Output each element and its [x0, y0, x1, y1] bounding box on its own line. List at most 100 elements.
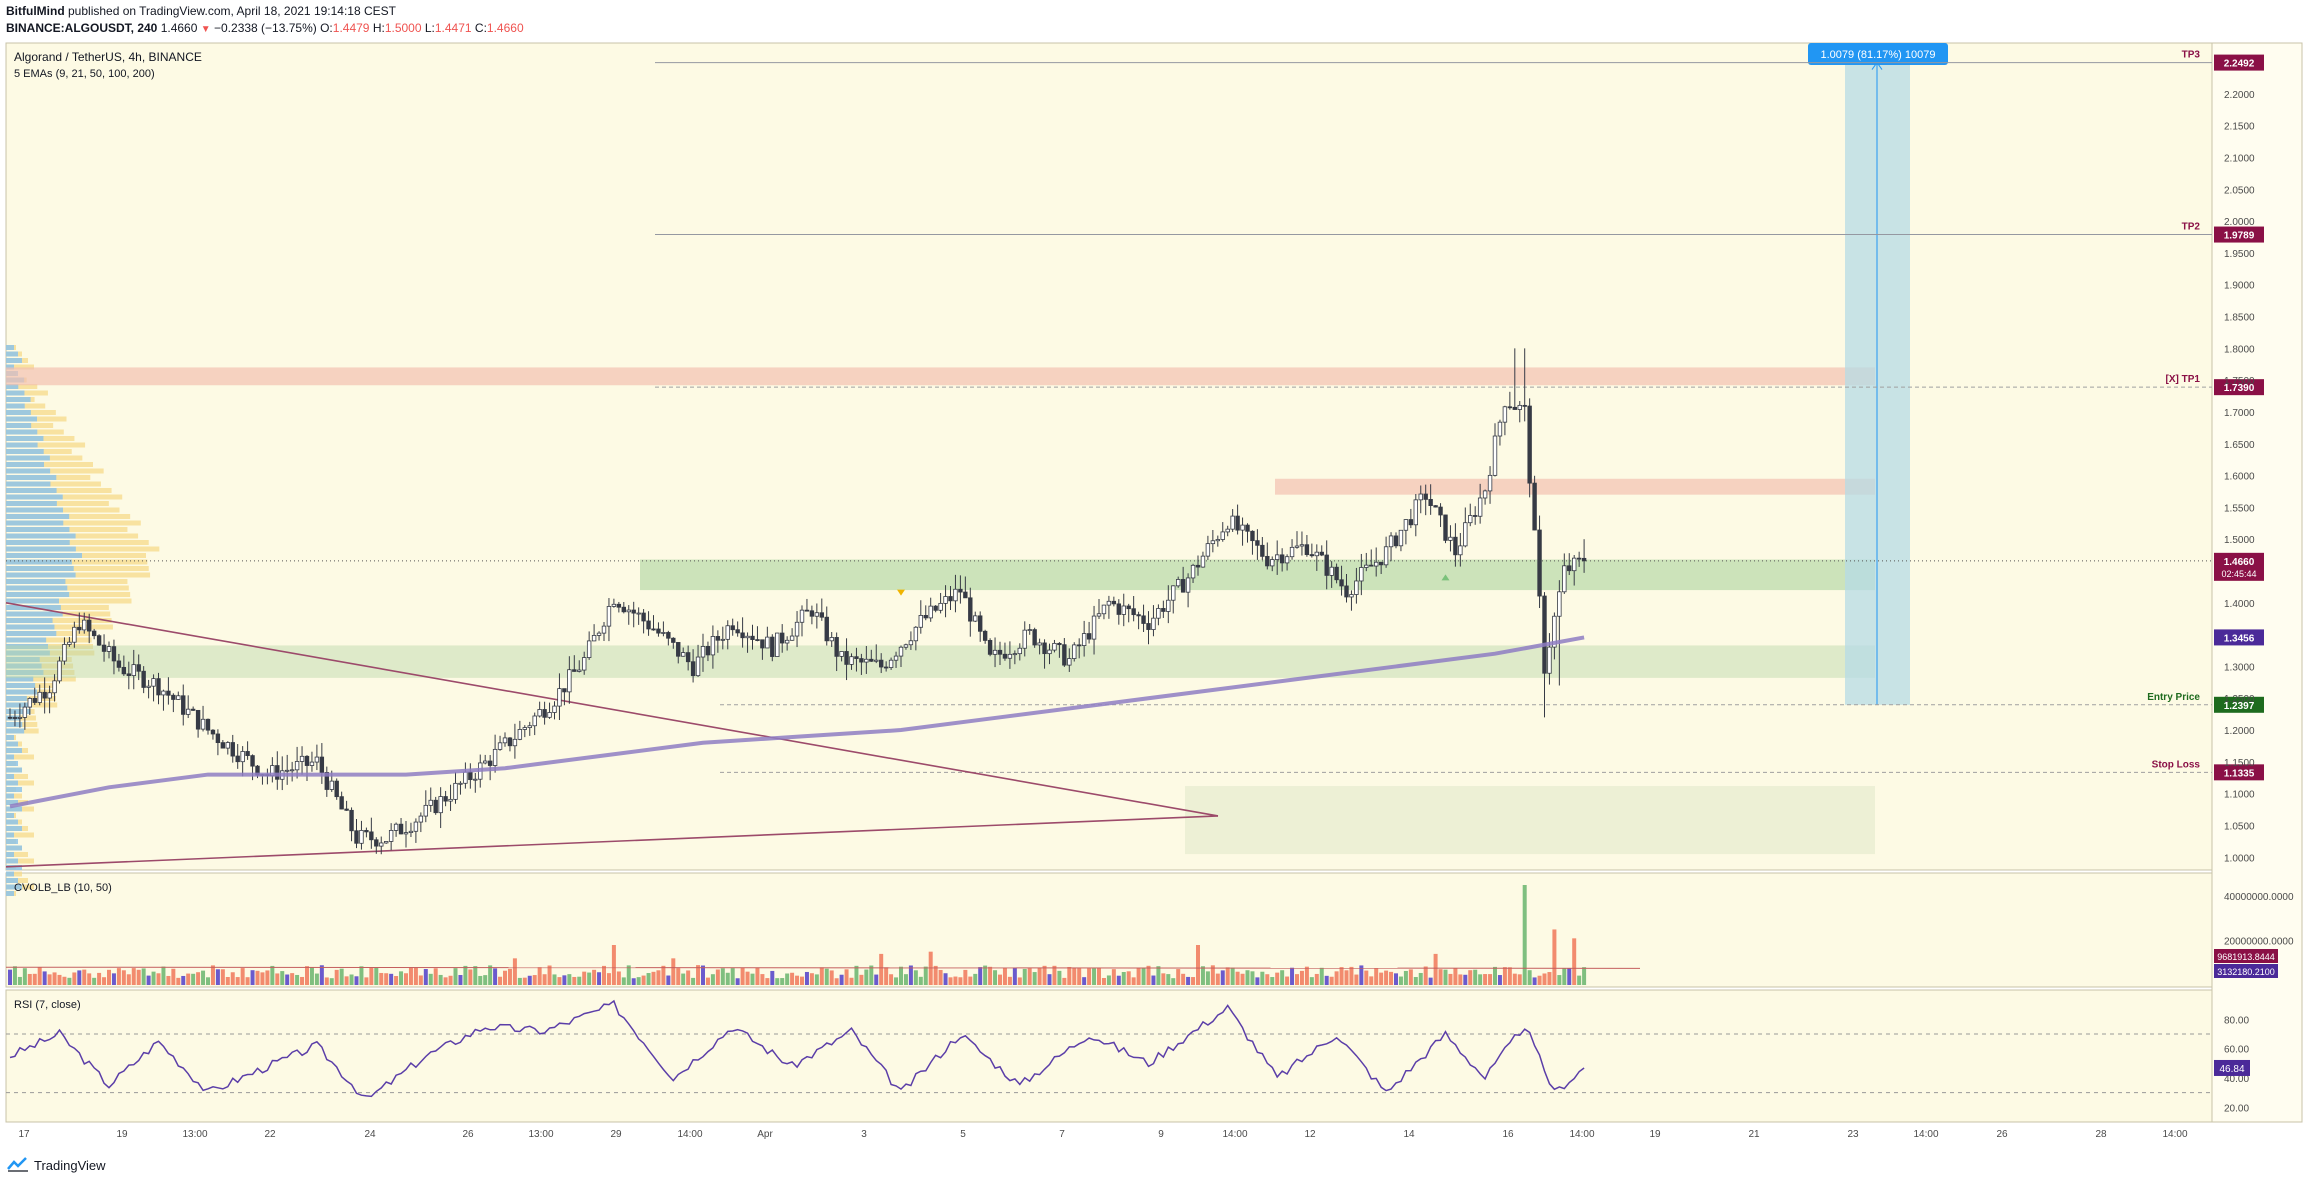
candle-body: [1507, 406, 1513, 409]
publish-info: published on TradingView.com, April 18, …: [68, 4, 396, 18]
volume-bar: [399, 971, 404, 985]
volume-bar: [275, 973, 280, 985]
volume-bar: [349, 974, 354, 985]
time-axis-tick: 26: [1996, 1129, 2008, 1140]
volume-bar: [1012, 967, 1017, 985]
footer-brand[interactable]: TradingView: [34, 1158, 106, 1173]
candle-body: [87, 619, 92, 632]
candle-body: [121, 666, 127, 675]
volume-profile-bar: [6, 813, 14, 818]
candle-body: [646, 620, 651, 630]
zone-resistance: [6, 367, 1875, 386]
volume-bar: [151, 971, 156, 985]
volume-bar: [42, 971, 47, 985]
volume-bar: [864, 969, 869, 985]
volume-bar: [478, 975, 483, 985]
candle-body: [319, 756, 325, 773]
candle-body: [829, 637, 834, 642]
volume-bar: [235, 977, 240, 985]
volume-bar: [1443, 969, 1448, 985]
candle-body: [1359, 567, 1364, 582]
candle-body: [1161, 608, 1166, 612]
price-axis-tick: 2.0000: [2224, 217, 2255, 228]
volume-profile-bar: [6, 858, 18, 864]
volume-profile-bar: [6, 832, 34, 838]
candle-body: [814, 612, 820, 617]
volume-bar: [245, 977, 250, 985]
candle-body: [1576, 557, 1582, 560]
volume-bar: [1527, 970, 1532, 985]
volume-bar: [1037, 967, 1042, 985]
candle-body: [1195, 564, 1201, 568]
candle-body: [1067, 658, 1072, 666]
volume-bar: [1314, 973, 1319, 985]
volume-profile-bar: [6, 579, 66, 584]
candle-body: [1126, 605, 1131, 610]
volume-profile-bar: [6, 754, 14, 760]
volume-bar: [958, 977, 963, 985]
candle-body: [557, 688, 562, 707]
price-axis-tick: 1.8000: [2224, 344, 2255, 355]
volume-bar: [1438, 969, 1443, 985]
volume-bar: [250, 970, 255, 985]
candle-body: [780, 632, 785, 644]
volume-bar: [1423, 966, 1428, 985]
candle-body: [497, 742, 503, 750]
close-value: 1.4660: [486, 21, 524, 35]
candle-body: [933, 605, 938, 611]
tradingview-logo-icon[interactable]: [6, 1156, 30, 1172]
volume-profile-bar: [6, 761, 18, 766]
target-label: 1.0079 (81.17%) 10079: [1821, 49, 1936, 61]
volume-bar: [1374, 968, 1379, 985]
candle-body: [1299, 544, 1305, 547]
volume-profile-bar: [6, 611, 63, 617]
volume-bar: [819, 967, 824, 985]
candle-body: [1423, 493, 1428, 500]
volume-profile-bar: [6, 650, 50, 656]
volume-bar: [1488, 974, 1493, 985]
candle-body: [804, 609, 810, 612]
candle-body: [1176, 579, 1181, 587]
volume-bar: [1250, 971, 1255, 985]
candle-body: [1319, 551, 1324, 556]
volume-bar: [1522, 885, 1527, 985]
volume-profile-bar: [6, 397, 31, 402]
candle-body: [166, 690, 171, 696]
author-name[interactable]: BitfulMind: [6, 4, 65, 18]
candle-body: [27, 698, 32, 708]
time-axis-tick: 14:00: [1913, 1129, 1938, 1140]
candle-body: [334, 780, 339, 798]
candle-body: [1200, 555, 1206, 568]
time-axis-tick: 23: [1847, 1129, 1859, 1140]
candle-body: [760, 639, 765, 649]
candle-body: [1057, 642, 1062, 646]
volume-bar: [592, 969, 597, 985]
volume-profile-bar: [6, 592, 70, 597]
volume-bar: [1319, 967, 1324, 985]
volume-bar: [621, 977, 626, 985]
chart-canvas[interactable]: 1.0079 (81.17%) 10079 TP3 2.2492 TP2 1.9789 […: [0, 40, 2308, 1148]
candle-body: [586, 640, 592, 658]
candle-body: [1364, 564, 1369, 568]
volume-bar: [750, 973, 755, 985]
volume-bar: [1260, 971, 1265, 985]
volume-bar: [993, 970, 998, 985]
volume-profile-bar: [6, 637, 47, 643]
volume-profile-bar: [6, 631, 57, 636]
volume-profile-bar: [6, 514, 70, 519]
volume-bar: [230, 972, 235, 985]
volume-profile-bar: [6, 468, 104, 474]
volume-bar: [735, 978, 740, 985]
candle-body: [161, 690, 166, 696]
volume-profile-bar: [6, 852, 14, 857]
candle-body: [789, 635, 795, 641]
volume-bar: [795, 975, 800, 985]
volume-profile-bar: [6, 566, 149, 571]
candle-body: [398, 823, 404, 835]
candle-body: [304, 755, 310, 766]
volume-bar: [334, 969, 339, 985]
volume-bar: [314, 973, 319, 985]
volume-bar: [1567, 968, 1572, 985]
volume-bar: [1562, 968, 1567, 985]
volume-bar: [1354, 974, 1359, 985]
